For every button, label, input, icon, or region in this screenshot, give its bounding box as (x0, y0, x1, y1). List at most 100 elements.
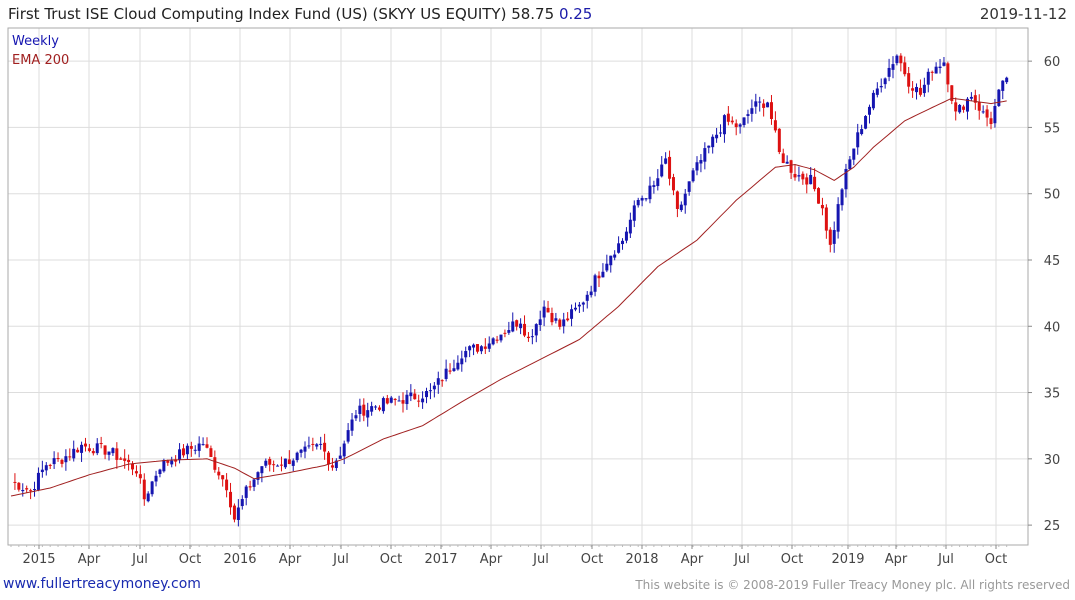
candle-up (969, 96, 973, 99)
candle-up (895, 55, 899, 64)
x-tick-label: Oct (581, 552, 603, 567)
candle-down (221, 475, 225, 480)
candle-up (350, 419, 354, 431)
candle-up (36, 472, 40, 490)
candle-up (589, 291, 593, 296)
candle-down (287, 459, 291, 465)
x-tick-label: 2019 (831, 552, 864, 567)
x-tick-label: Jul (532, 552, 549, 567)
candle-up (299, 449, 303, 453)
candle-up (64, 456, 68, 463)
candle-down (962, 106, 966, 110)
candle-down (950, 85, 954, 101)
candle-up (581, 302, 585, 305)
candle-down (68, 456, 72, 458)
candle-down (134, 471, 138, 474)
x-tick-label: Apr (279, 552, 302, 567)
candle-up (722, 115, 726, 135)
x-tick-label: Jul (332, 552, 349, 567)
x-tick-label: Oct (985, 552, 1007, 567)
candle-down (229, 491, 233, 508)
candle-up (303, 446, 307, 452)
candle-up (21, 489, 25, 492)
candle-down (566, 318, 570, 321)
candle-down (475, 344, 479, 352)
candle-down (824, 207, 828, 231)
candle-up (479, 346, 483, 352)
candle-down (138, 474, 142, 479)
candle-up (577, 304, 581, 307)
candle-up (750, 108, 754, 114)
candle-up (150, 481, 154, 495)
candle-up (421, 398, 425, 403)
candle-up (958, 105, 962, 113)
candle-down (907, 73, 911, 87)
candle-down (377, 407, 381, 410)
candle-up (915, 86, 919, 93)
candle-up (170, 460, 174, 465)
candle-up (193, 449, 197, 451)
candle-up (573, 307, 577, 310)
candle-up (840, 189, 844, 206)
website-link[interactable]: www.fullertreacymoney.com (3, 576, 201, 592)
x-tick-label: Apr (681, 552, 704, 567)
candle-down (495, 339, 499, 341)
candle-down (13, 481, 17, 483)
candle-up (158, 469, 162, 475)
candle-down (918, 87, 922, 95)
candle-up (381, 398, 385, 412)
x-tick-label: Jul (733, 552, 750, 567)
candle-down (773, 120, 777, 131)
candle-up (648, 185, 652, 200)
candle-up (40, 469, 44, 473)
candle-up (926, 71, 930, 85)
candle-down (805, 177, 809, 185)
x-tick-label: Oct (179, 552, 201, 567)
candle-up (264, 460, 268, 466)
candle-up (785, 161, 789, 164)
candle-up (683, 193, 687, 206)
candle-up (993, 106, 997, 124)
x-tick-label: Jul (131, 552, 148, 567)
x-tick-label: 2017 (424, 552, 457, 567)
candle-up (95, 443, 99, 454)
candle-down (515, 320, 519, 327)
candle-up (530, 336, 534, 338)
candle-down (503, 332, 507, 334)
candle-down (248, 486, 252, 488)
candle-up (656, 178, 660, 187)
candle-up (491, 338, 495, 345)
legend-ema-200: EMA 200 (12, 53, 69, 68)
candle-up (860, 129, 864, 135)
candle-down (103, 445, 107, 455)
candle-up (307, 445, 311, 447)
candle-down (209, 448, 213, 458)
candle-up (260, 466, 264, 474)
candle-down (675, 191, 679, 209)
candle-up (848, 159, 852, 170)
candle-down (189, 446, 193, 449)
candle-up (397, 400, 401, 402)
candle-up (374, 406, 378, 408)
candle-down (793, 173, 797, 178)
candle-up (797, 175, 801, 177)
candle-up (891, 64, 895, 70)
y-tick-label: 45 (1044, 254, 1061, 269)
candle-down (789, 160, 793, 173)
candle-up (687, 181, 691, 192)
candle-up (1005, 77, 1009, 83)
plot-frame (7, 27, 1029, 546)
candle-up (370, 406, 374, 412)
candle-down (119, 458, 123, 460)
candle-up (601, 271, 605, 278)
candle-down (99, 443, 103, 445)
candle-up (562, 319, 566, 327)
candle-up (875, 88, 879, 95)
candle-up (534, 324, 538, 336)
candle-down (781, 153, 785, 164)
candle-up (80, 444, 84, 453)
candle-down (726, 113, 730, 122)
candle-down (56, 458, 60, 460)
candle-up (409, 392, 413, 397)
candle-down (25, 488, 29, 490)
